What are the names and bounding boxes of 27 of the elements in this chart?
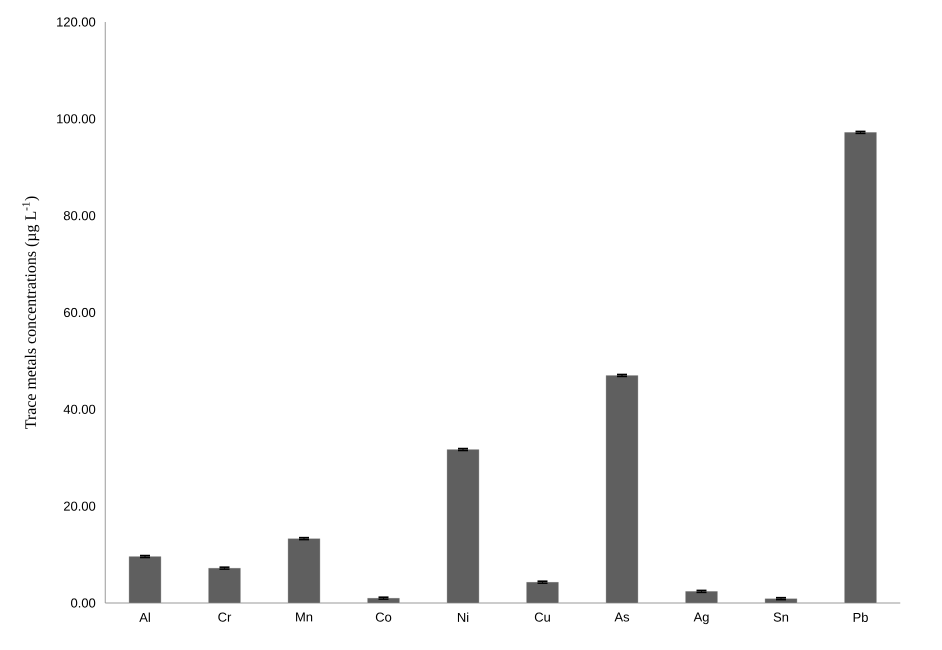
y-tick-label: 20.00 (64, 502, 96, 511)
x-tick-label: Cu (534, 612, 550, 622)
x-tick-label: Ag (694, 612, 709, 624)
y-axis-title: Trace metals concentrations (µg L$^{-1}$) (22, 196, 40, 429)
y-tick-label: 100.00 (57, 114, 96, 124)
bar (288, 538, 320, 604)
x-tick-label: Pb (854, 612, 868, 622)
y-tick-label: 40.00 (64, 404, 96, 414)
bar (526, 582, 559, 604)
bar (208, 568, 241, 604)
bar (844, 132, 877, 604)
bar (446, 449, 480, 604)
x-tick-label: Mn (296, 612, 312, 622)
y-tick-label: 120.00 (57, 17, 96, 27)
x-tick-label: Al (139, 612, 150, 622)
bar (685, 591, 718, 604)
bar (606, 375, 638, 604)
x-tick-label: Co (376, 612, 392, 622)
y-tick-label: 80.00 (64, 211, 96, 220)
bar (128, 556, 162, 604)
x-tick-label: As (614, 612, 630, 622)
x-tick-label: Ni (458, 612, 468, 622)
y-tick-label: 60.00 (64, 308, 96, 318)
bar (367, 598, 400, 604)
x-tick-label: Cr (218, 612, 232, 622)
x-tick-label: Sn (774, 612, 788, 622)
y-tick-label: 0.00 (71, 598, 96, 608)
